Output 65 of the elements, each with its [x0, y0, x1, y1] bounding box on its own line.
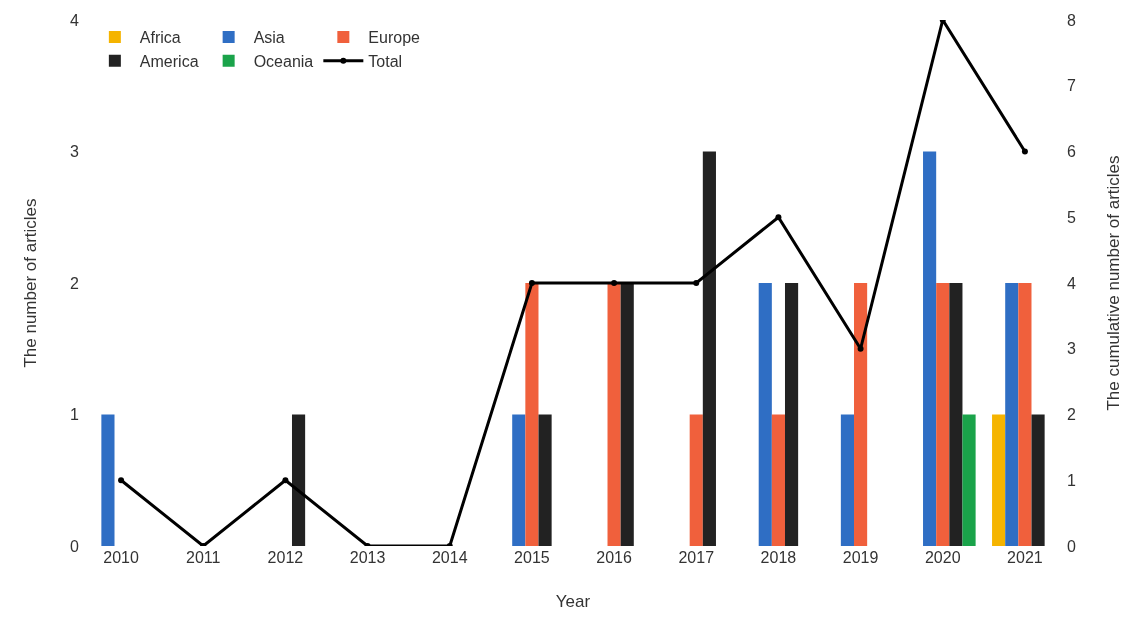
y2-tick-label: 6	[1067, 143, 1076, 161]
legend-label: Total	[368, 52, 403, 70]
y2-axis-title: The cumulative number of articles	[1103, 155, 1123, 411]
legend-label: Africa	[139, 29, 181, 47]
y-tick-label: 3	[70, 143, 80, 161]
y2-tick-label: 0	[1067, 537, 1076, 555]
bar	[840, 414, 855, 546]
y-tick-label: 1	[70, 406, 80, 424]
y2-tick-label: 7	[1067, 77, 1076, 95]
point	[693, 280, 700, 286]
bar	[525, 283, 539, 546]
legend-label: Oceania	[253, 52, 314, 70]
bar	[949, 283, 963, 546]
legend-label: America	[139, 52, 199, 70]
x-tick-label: 2016	[596, 549, 632, 566]
bar	[1005, 283, 1019, 546]
bar	[702, 151, 716, 546]
x-axis-title: Year	[555, 592, 591, 611]
bar	[101, 414, 115, 546]
point	[1021, 148, 1028, 155]
point	[775, 214, 782, 221]
y-tick-label: 2	[70, 274, 80, 292]
x-tick-label: 2021	[1007, 549, 1043, 566]
point	[528, 280, 535, 286]
bar	[538, 414, 552, 546]
bar	[854, 283, 868, 546]
x-tick-label: 2012	[267, 549, 304, 566]
bar	[1031, 414, 1045, 546]
y2-tick-label: 3	[1067, 340, 1076, 358]
x-tick-label: 2020	[924, 549, 961, 566]
y-tick-label: 4	[70, 11, 80, 29]
x-tick-label: 2015	[514, 549, 550, 566]
bar	[607, 283, 621, 546]
bar	[1018, 283, 1032, 546]
point	[611, 280, 618, 286]
x-tick-label: 2018	[760, 549, 797, 566]
bar	[936, 283, 950, 546]
bar	[512, 414, 526, 546]
y2-tick-label: 8	[1067, 11, 1076, 29]
legend-label: Asia	[253, 29, 285, 47]
y2-tick-label: 5	[1067, 208, 1076, 226]
x-tick-label: 2010	[103, 549, 139, 566]
bar	[689, 414, 703, 546]
bar	[784, 283, 799, 546]
point	[282, 477, 289, 484]
y-tick-label: 0	[70, 537, 80, 555]
point	[857, 345, 864, 352]
x-tick-label: 2017	[678, 549, 715, 566]
y-axis-title: The number of articles	[21, 198, 40, 368]
bar	[620, 283, 634, 546]
point	[118, 477, 125, 484]
y2-tick-label: 1	[1067, 471, 1076, 489]
bar	[962, 414, 976, 546]
y2-tick-label: 4	[1067, 274, 1076, 292]
x-tick-label: 2013	[349, 549, 386, 566]
bar	[758, 283, 772, 546]
bar	[992, 414, 1006, 546]
x-tick-label: 2011	[186, 549, 221, 566]
x-tick-label: 2019	[842, 549, 879, 566]
bar	[771, 414, 785, 546]
x-tick-label: 2014	[431, 549, 468, 566]
y2-tick-label: 2	[1067, 406, 1076, 424]
bar	[923, 151, 937, 546]
bar	[291, 414, 306, 546]
legend-label: Europe	[368, 29, 421, 47]
